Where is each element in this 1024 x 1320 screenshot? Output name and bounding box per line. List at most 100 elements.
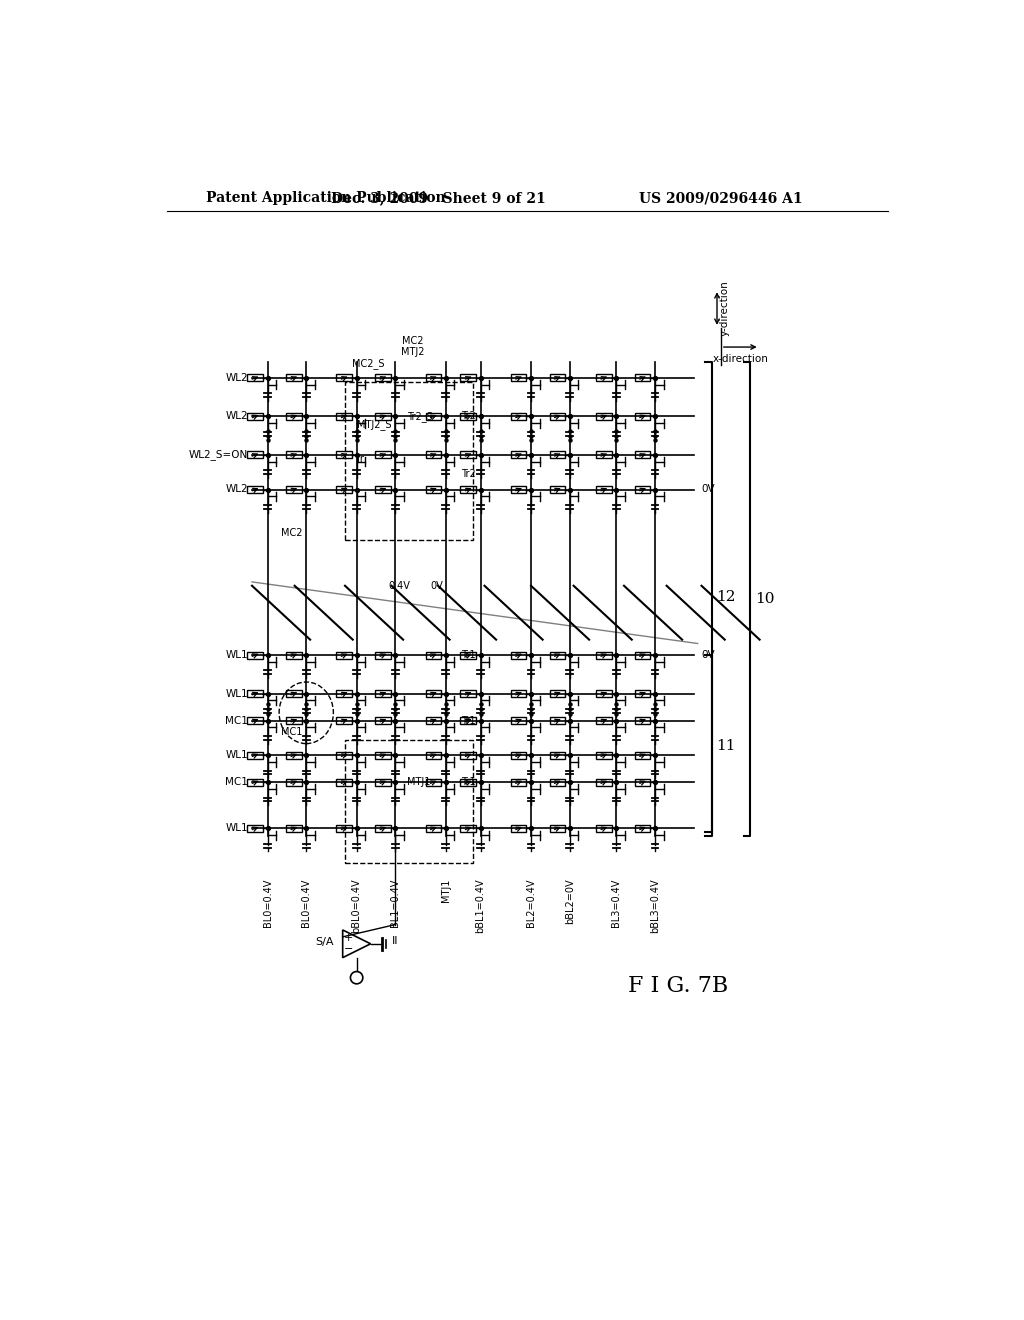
Bar <box>375 717 391 723</box>
Bar <box>461 751 476 759</box>
Bar <box>375 751 391 759</box>
Bar <box>426 779 441 785</box>
Bar <box>426 825 441 832</box>
Text: MC1: MC1 <box>225 777 248 787</box>
Bar <box>461 451 476 458</box>
Bar <box>461 652 476 659</box>
Bar <box>286 779 302 785</box>
Text: Tr1: Tr1 <box>461 715 476 726</box>
Bar <box>635 486 650 492</box>
Bar <box>375 486 391 492</box>
Text: y-direction: y-direction <box>720 281 730 337</box>
Bar <box>511 413 526 420</box>
Text: 0.4V: 0.4V <box>388 581 411 591</box>
Bar <box>345 739 473 863</box>
Bar <box>596 486 611 492</box>
Bar <box>596 451 611 458</box>
Text: Tr2: Tr2 <box>461 412 476 421</box>
Bar <box>426 751 441 759</box>
Bar <box>337 751 352 759</box>
Bar <box>596 717 611 723</box>
Text: Dec. 3, 2009   Sheet 9 of 21: Dec. 3, 2009 Sheet 9 of 21 <box>331 191 546 206</box>
Text: Tr2_S: Tr2_S <box>407 411 433 422</box>
Bar <box>511 652 526 659</box>
Text: 0V: 0V <box>701 484 715 495</box>
Bar <box>461 779 476 785</box>
Text: MC2: MC2 <box>402 335 424 346</box>
Text: F I G. 7B: F I G. 7B <box>628 975 728 997</box>
Text: WL1: WL1 <box>225 750 248 760</box>
Bar <box>461 375 476 381</box>
Bar <box>596 413 611 420</box>
Text: 10: 10 <box>755 593 774 606</box>
Text: bBL0=0.4V: bBL0=0.4V <box>351 878 361 933</box>
Text: II: II <box>392 936 398 946</box>
Bar <box>426 717 441 723</box>
Bar <box>550 413 565 420</box>
Bar <box>461 825 476 832</box>
Bar <box>461 717 476 723</box>
Text: bBL2=0V: bBL2=0V <box>565 878 574 924</box>
Bar <box>426 652 441 659</box>
Text: WL2: WL2 <box>225 372 248 383</box>
Bar <box>248 751 263 759</box>
Text: MTJ2: MTJ2 <box>401 347 425 358</box>
Text: US 2009/0296446 A1: US 2009/0296446 A1 <box>639 191 802 206</box>
Text: 0V: 0V <box>430 581 442 591</box>
Text: +: + <box>344 933 353 944</box>
Text: Tr2: Tr2 <box>461 469 476 479</box>
Bar <box>635 413 650 420</box>
Bar <box>635 717 650 723</box>
Bar <box>337 779 352 785</box>
Bar <box>248 375 263 381</box>
Text: MTJ1: MTJ1 <box>440 878 451 902</box>
Bar <box>550 652 565 659</box>
Bar <box>375 413 391 420</box>
Bar <box>248 717 263 723</box>
Bar <box>337 652 352 659</box>
Text: bBL1=0.4V: bBL1=0.4V <box>475 878 485 933</box>
Bar <box>286 690 302 697</box>
Bar <box>511 690 526 697</box>
Bar <box>286 717 302 723</box>
Text: x-direction: x-direction <box>713 354 768 363</box>
Text: MC1: MC1 <box>281 727 302 737</box>
Bar <box>550 779 565 785</box>
Bar <box>635 690 650 697</box>
Bar <box>286 451 302 458</box>
Bar <box>461 413 476 420</box>
Text: WL1: WL1 <box>225 824 248 833</box>
Bar <box>375 779 391 785</box>
Bar <box>635 825 650 832</box>
Text: MTJ2_S: MTJ2_S <box>356 418 391 429</box>
Bar <box>337 486 352 492</box>
Text: bBL3=0.4V: bBL3=0.4V <box>650 878 660 933</box>
Bar <box>426 451 441 458</box>
Bar <box>550 690 565 697</box>
Text: WL2_S=ON: WL2_S=ON <box>188 449 248 461</box>
Bar <box>337 413 352 420</box>
Bar <box>635 451 650 458</box>
Text: WL2: WL2 <box>225 412 248 421</box>
Bar <box>596 690 611 697</box>
Bar <box>248 652 263 659</box>
Bar <box>550 751 565 759</box>
Text: MC2: MC2 <box>281 528 302 539</box>
Bar <box>375 451 391 458</box>
Text: S/A: S/A <box>314 937 334 948</box>
Text: Ir: Ir <box>356 454 364 463</box>
Bar <box>286 751 302 759</box>
Bar <box>248 486 263 492</box>
Bar <box>550 825 565 832</box>
Bar <box>596 751 611 759</box>
Bar <box>286 413 302 420</box>
Bar <box>550 451 565 458</box>
Bar <box>511 451 526 458</box>
Text: 11: 11 <box>716 738 735 752</box>
Bar <box>375 825 391 832</box>
Text: MC2_S: MC2_S <box>352 359 384 370</box>
Bar <box>286 825 302 832</box>
Bar <box>511 486 526 492</box>
Text: WL1: WL1 <box>225 689 248 698</box>
Text: BL1=0.4V: BL1=0.4V <box>390 878 400 927</box>
